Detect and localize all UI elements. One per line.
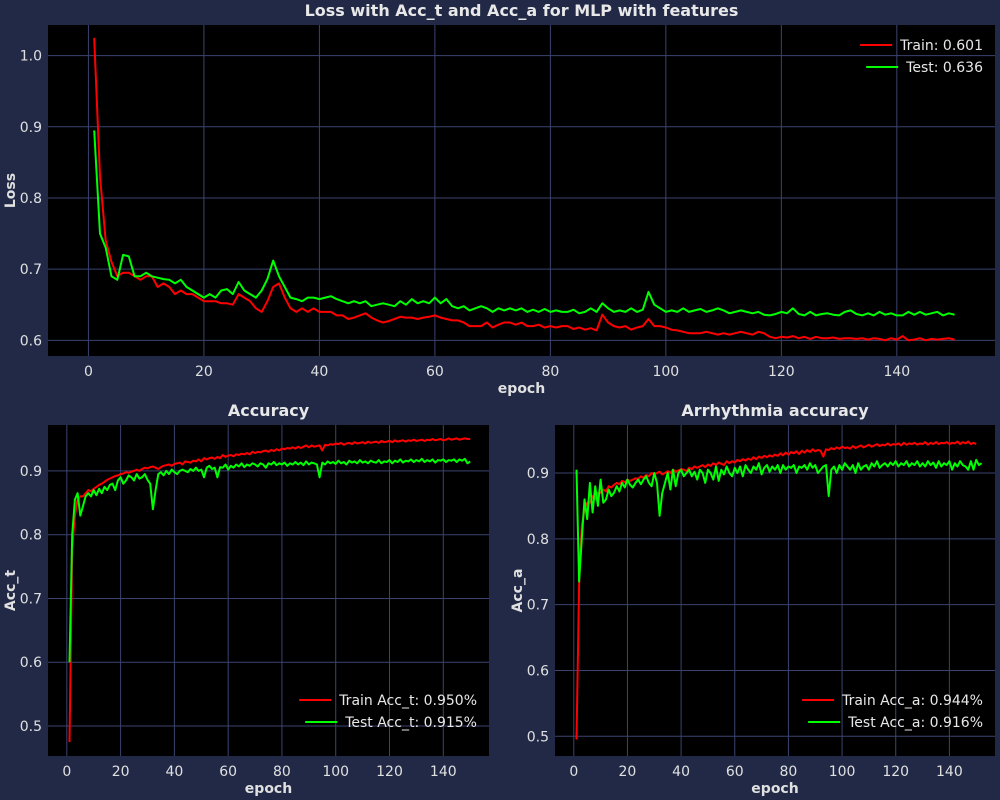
chart-1-x-axis-label: epoch xyxy=(498,381,545,397)
chart-2-x-tick-label: 120 xyxy=(376,764,403,780)
chart-1-y-axis-label: Loss xyxy=(3,173,19,208)
chart-1-y-tick-label: 0.7 xyxy=(20,262,42,278)
chart-1-y-tick-label: 0.8 xyxy=(20,191,42,207)
chart-3-y-tick-label: 0.5 xyxy=(527,729,549,745)
chart-1-legend-label: Test: 0.636 xyxy=(905,60,983,76)
chart-3-legend-label: Train Acc_a: 0.944% xyxy=(841,693,983,709)
chart-3-legend-label: Test Acc_a: 0.916% xyxy=(847,715,983,731)
chart-2-y-tick-label: 0.5 xyxy=(20,719,42,735)
chart-3: 0 20 40 60 80 100 120 140 0.5 0.6 0.7 0.8 0.9 Arrhyth… xyxy=(510,401,995,797)
chart-1-y-tick-label: 1.0 xyxy=(20,49,42,65)
chart-1-x-tick-label: 80 xyxy=(541,364,559,380)
chart-2-y-axis-label: Acc_t xyxy=(3,570,19,611)
chart-2-x-tick-label: 80 xyxy=(273,764,291,780)
chart-1: 0 20 40 60 80 100 120 140 0.6 0.7 0.8 0.9 1.0 Loss wi… xyxy=(3,1,995,397)
chart-3-series-test-line xyxy=(575,458,983,583)
chart-2: 0 20 40 60 80 100 120 140 0.5 0.6 0.7 0.8 0.9 Accurac… xyxy=(3,401,489,797)
chart-1-legend: Train: 0.601 Test: 0.636 xyxy=(860,38,983,76)
chart-2-y-tick-label: 0.8 xyxy=(20,528,42,544)
chart-2-title: Accuracy xyxy=(228,401,310,420)
chart-3-x-tick-label: 140 xyxy=(936,764,963,780)
chart-2-y-tick-label: 0.6 xyxy=(20,655,42,671)
chart-1-x-tick-label: 140 xyxy=(883,364,910,380)
chart-1-x-tick-label: 100 xyxy=(652,364,679,380)
chart-2-x-tick-label: 100 xyxy=(322,764,349,780)
chart-3-x-tick-label: 0 xyxy=(569,764,578,780)
chart-3-y-tick-label: 0.6 xyxy=(527,663,549,679)
chart-1-x-tick-label: 0 xyxy=(84,364,93,380)
chart-1-plot-area xyxy=(48,25,995,356)
chart-2-legend: Train Acc_t: 0.950% Test Acc_t: 0.915% xyxy=(299,693,477,731)
chart-1-x-tick-label: 20 xyxy=(195,364,213,380)
chart-2-x-tick-label: 140 xyxy=(430,764,457,780)
chart-3-y-tick-label: 0.7 xyxy=(527,598,549,614)
chart-1-x-tick-label: 40 xyxy=(310,364,328,380)
chart-1-y-tick-label: 0.9 xyxy=(20,120,42,136)
chart-2-x-axis-label: epoch xyxy=(245,781,292,797)
chart-3-y-axis-label: Acc_a xyxy=(510,569,526,613)
chart-1-x-tick-label: 120 xyxy=(768,364,795,380)
chart-3-x-tick-label: 120 xyxy=(882,764,909,780)
chart-2-y-tick-label: 0.9 xyxy=(20,464,42,480)
chart-2-series-train-line xyxy=(68,437,471,743)
chart-2-x-tick-label: 60 xyxy=(219,764,237,780)
chart-2-series-test-line xyxy=(68,457,471,663)
chart-3-x-tick-label: 40 xyxy=(672,764,690,780)
chart-3-title: Arrhythmia accuracy xyxy=(681,401,869,420)
chart-3-series-train-line xyxy=(575,440,977,740)
chart-1-title: Loss with Acc_t and Acc_a for MLP with f… xyxy=(305,1,739,20)
chart-2-legend-label: Train Acc_t: 0.950% xyxy=(338,693,477,709)
chart-2-x-tick-label: 0 xyxy=(62,764,71,780)
chart-2-x-tick-label: 40 xyxy=(165,764,183,780)
chart-2-y-tick-label: 0.7 xyxy=(20,591,42,607)
chart-3-x-tick-label: 20 xyxy=(619,764,637,780)
chart-1-series-train-line xyxy=(93,37,955,342)
chart-3-x-axis-label: epoch xyxy=(751,781,798,797)
chart-3-x-tick-label: 60 xyxy=(726,764,744,780)
chart-3-x-tick-label: 100 xyxy=(829,764,856,780)
chart-3-y-tick-label: 0.8 xyxy=(527,532,549,548)
chart-1-series-test-line xyxy=(93,130,955,317)
chart-1-y-tick-label: 0.6 xyxy=(20,333,42,349)
chart-3-legend: Train Acc_a: 0.944% Test Acc_a: 0.916% xyxy=(802,693,983,731)
chart-1-legend-label: Train: 0.601 xyxy=(899,38,983,54)
chart-2-legend-label: Test Acc_t: 0.915% xyxy=(344,715,477,731)
chart-1-x-tick-label: 60 xyxy=(426,364,444,380)
chart-3-y-tick-label: 0.9 xyxy=(527,466,549,482)
chart-2-x-tick-label: 20 xyxy=(112,764,130,780)
chart-3-x-tick-label: 80 xyxy=(780,764,798,780)
